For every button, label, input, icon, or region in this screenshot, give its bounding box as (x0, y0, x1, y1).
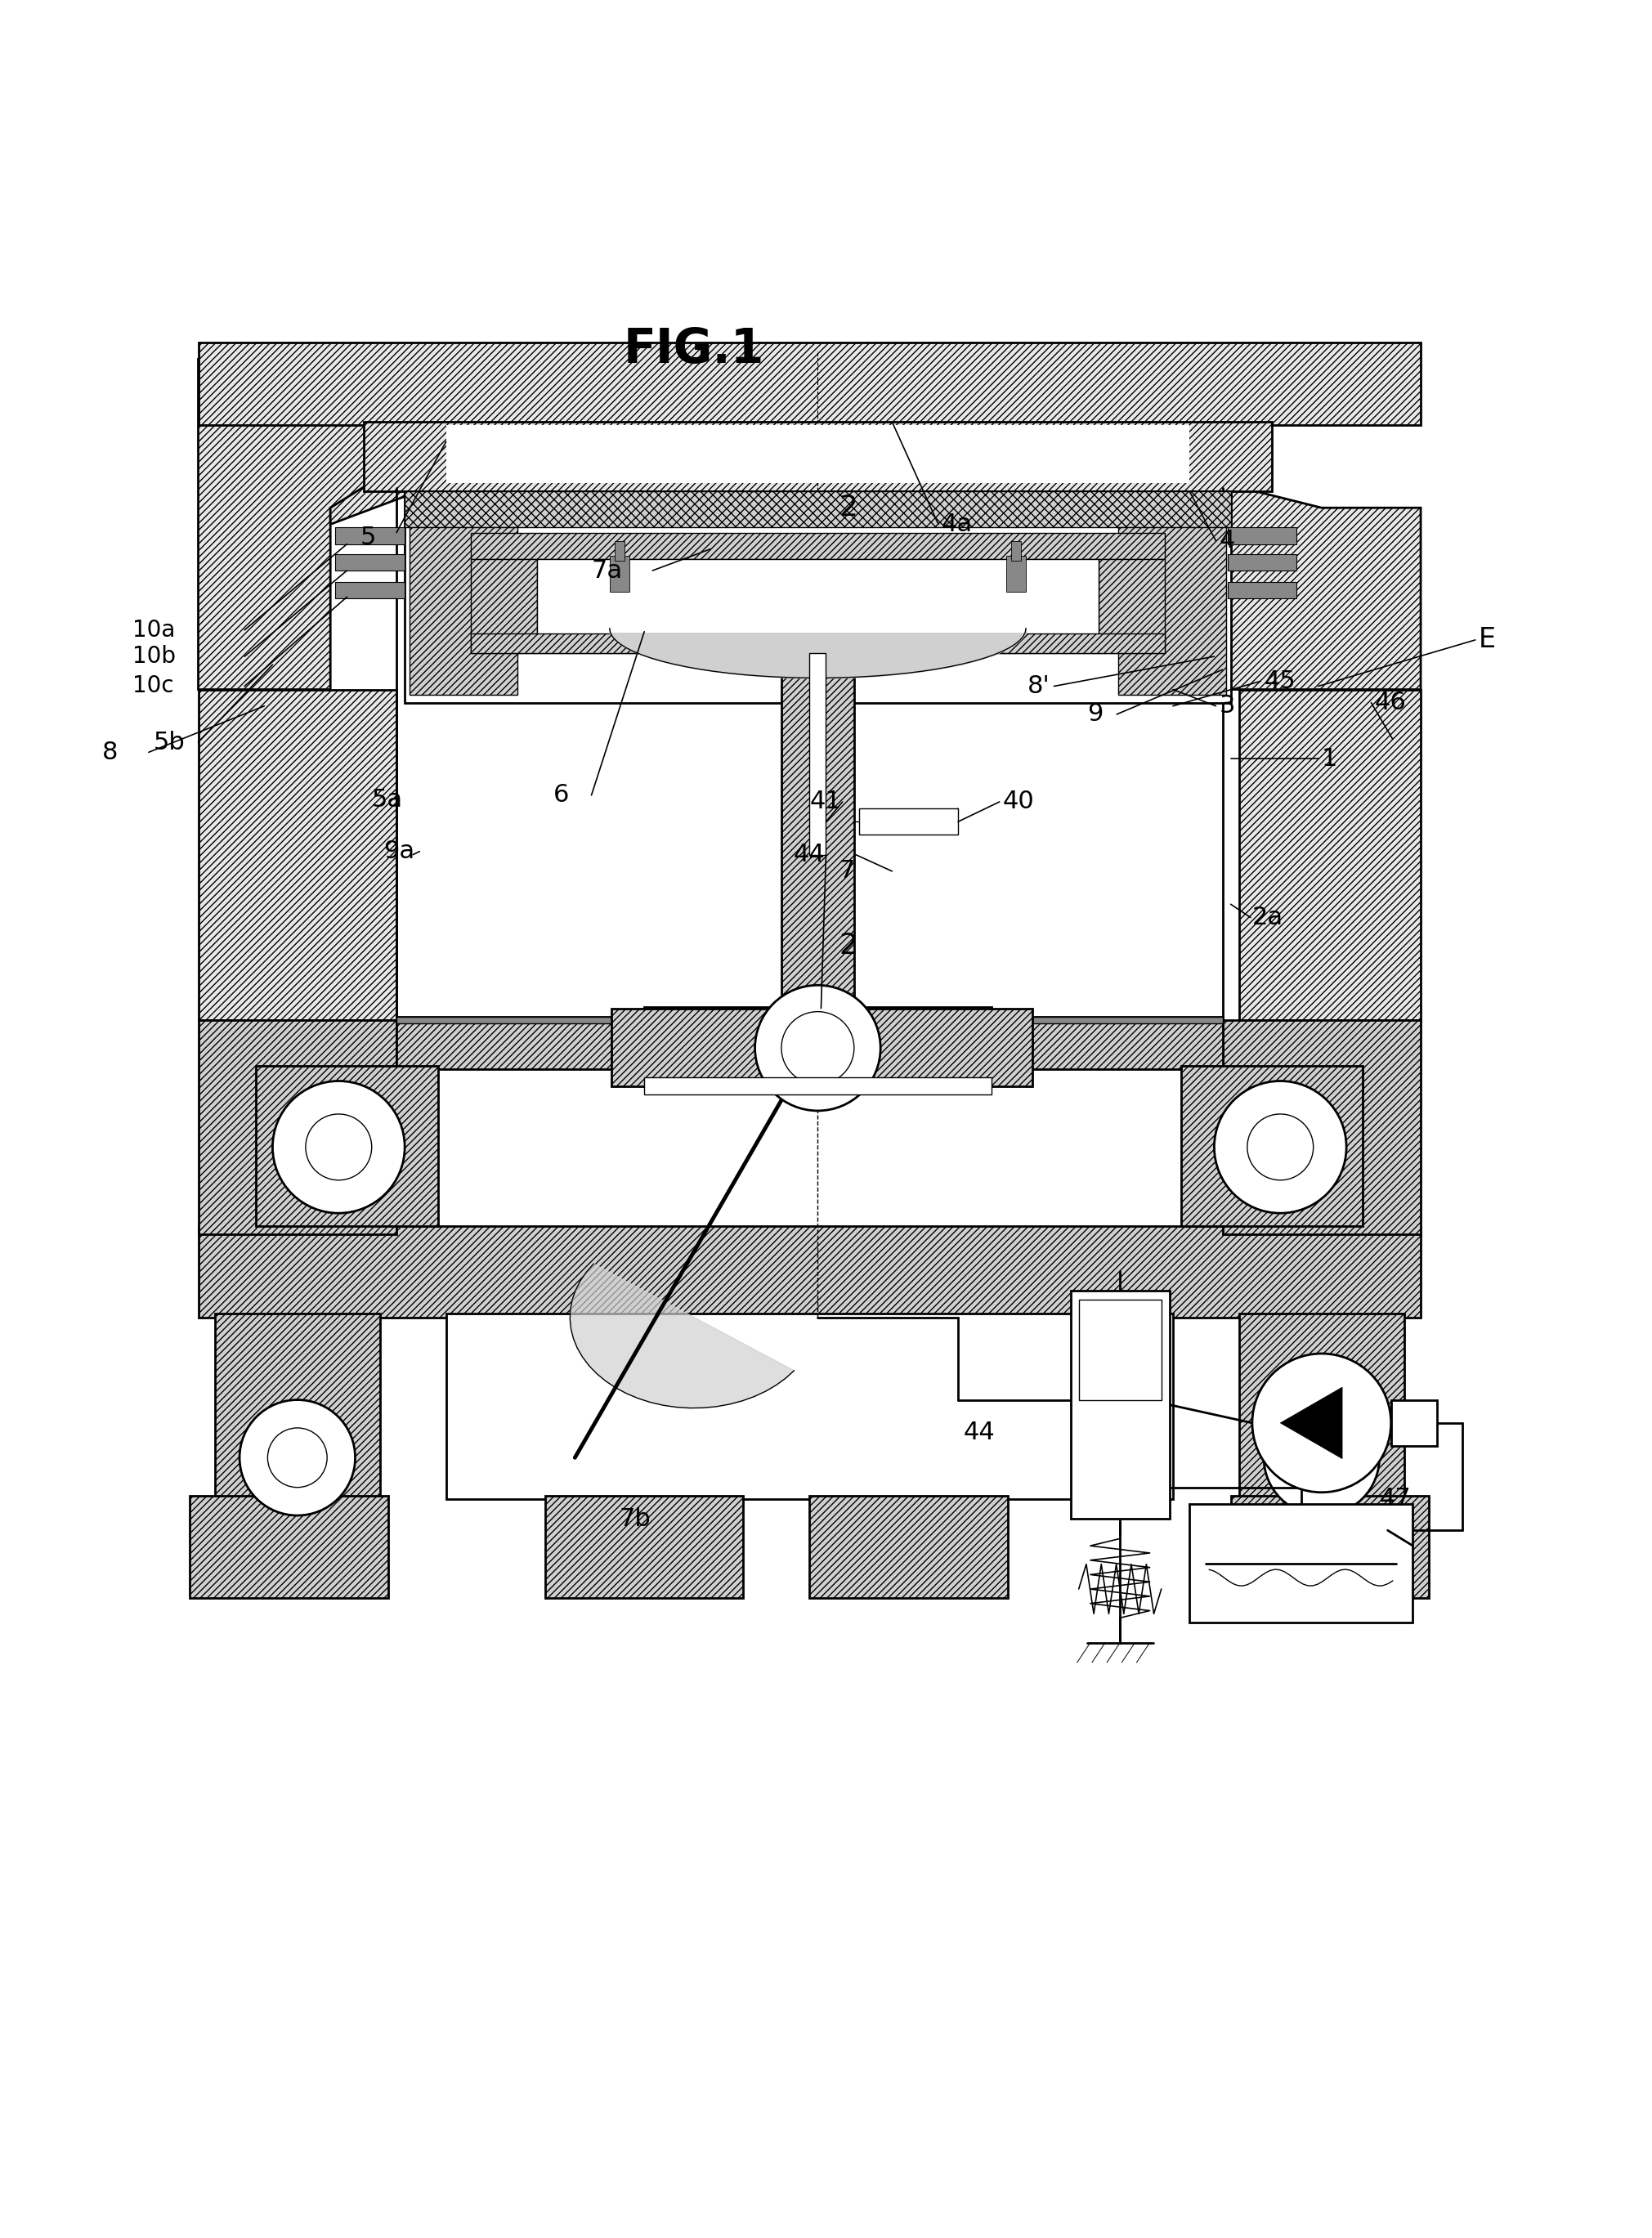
Bar (405, 492, 1231, 528)
Bar (198, 1226, 1421, 1318)
Bar (335, 582, 405, 598)
Circle shape (781, 1012, 854, 1083)
Bar (644, 1007, 991, 1036)
Polygon shape (570, 1264, 795, 1408)
Circle shape (755, 985, 881, 1110)
Bar (1079, 1300, 1161, 1401)
Bar (396, 1016, 1222, 1070)
Bar (1227, 555, 1297, 571)
Bar (1239, 689, 1421, 1021)
Bar (1227, 582, 1297, 598)
Bar (198, 689, 396, 1021)
Bar (1011, 542, 1021, 562)
Text: 44: 44 (963, 1421, 995, 1446)
Circle shape (1264, 1399, 1379, 1515)
Bar (405, 492, 1231, 703)
Text: 1: 1 (1322, 747, 1338, 770)
Circle shape (273, 1081, 405, 1213)
Bar (410, 528, 517, 694)
Bar (1239, 1314, 1404, 1499)
Bar (1231, 1495, 1429, 1598)
Bar (1222, 1021, 1421, 1235)
Bar (809, 653, 826, 855)
Text: 9: 9 (1087, 703, 1104, 725)
Bar (545, 1495, 743, 1598)
Polygon shape (330, 425, 463, 524)
Bar (405, 488, 1214, 1021)
Bar (335, 555, 405, 571)
Bar (363, 423, 1272, 492)
Text: 5: 5 (360, 526, 377, 548)
Bar (190, 1495, 388, 1598)
Bar (335, 528, 405, 544)
Bar (471, 560, 537, 653)
Text: 5b: 5b (154, 730, 185, 754)
Bar (198, 1021, 396, 1235)
Bar (471, 633, 1165, 653)
Circle shape (268, 1428, 327, 1488)
Bar (1227, 528, 1297, 544)
Circle shape (306, 1115, 372, 1179)
Text: 4: 4 (1219, 528, 1236, 553)
Bar (446, 1314, 1173, 1499)
Bar (256, 1065, 438, 1226)
Bar (610, 555, 629, 593)
Text: 40: 40 (1003, 790, 1034, 815)
Bar (1181, 1065, 1363, 1226)
Text: 7a: 7a (591, 560, 623, 582)
Circle shape (240, 1399, 355, 1515)
Text: 10a: 10a (132, 618, 175, 642)
Text: 5a: 5a (372, 788, 403, 812)
Bar (471, 533, 1165, 560)
Bar (215, 1314, 380, 1499)
Text: 2a: 2a (1252, 906, 1284, 929)
Text: 10b: 10b (132, 645, 175, 667)
Text: 3: 3 (1219, 694, 1236, 718)
Text: 46: 46 (1374, 692, 1406, 714)
Circle shape (1214, 1081, 1346, 1213)
Bar (1099, 560, 1165, 653)
Bar (537, 560, 1099, 653)
Bar (1070, 1291, 1170, 1520)
Bar (611, 1009, 1032, 1085)
Text: 9a: 9a (383, 839, 415, 864)
Text: 45: 45 (1264, 669, 1295, 694)
Text: 10c: 10c (132, 674, 173, 698)
Text: E: E (1479, 627, 1495, 653)
Bar (396, 1016, 1222, 1023)
Bar (446, 425, 1189, 483)
Bar (644, 1079, 991, 1094)
Bar (198, 342, 1421, 425)
Bar (1189, 1504, 1412, 1623)
Text: 44: 44 (793, 844, 824, 866)
Polygon shape (1280, 1388, 1343, 1459)
Bar (859, 808, 958, 835)
Text: 2: 2 (839, 931, 857, 960)
Bar (809, 1495, 1008, 1598)
Bar (1006, 555, 1026, 593)
Bar (781, 653, 854, 1012)
Text: 8': 8' (1028, 674, 1051, 698)
Text: 47: 47 (1379, 1486, 1411, 1511)
Text: 7b: 7b (620, 1506, 651, 1531)
Bar (1118, 528, 1226, 694)
Polygon shape (198, 358, 463, 689)
Text: 6: 6 (553, 783, 570, 808)
Bar (1391, 1399, 1437, 1446)
Text: 8: 8 (102, 741, 119, 763)
Circle shape (1292, 1428, 1351, 1488)
Text: 7: 7 (839, 859, 856, 884)
Text: 41: 41 (809, 790, 841, 815)
Circle shape (1252, 1354, 1391, 1493)
Polygon shape (463, 425, 1189, 474)
Bar (615, 542, 624, 562)
Text: 4a: 4a (942, 513, 973, 537)
Text: 2: 2 (839, 495, 857, 521)
Polygon shape (1189, 474, 1421, 689)
Text: FIG.1: FIG.1 (623, 327, 765, 372)
Circle shape (1247, 1115, 1313, 1179)
